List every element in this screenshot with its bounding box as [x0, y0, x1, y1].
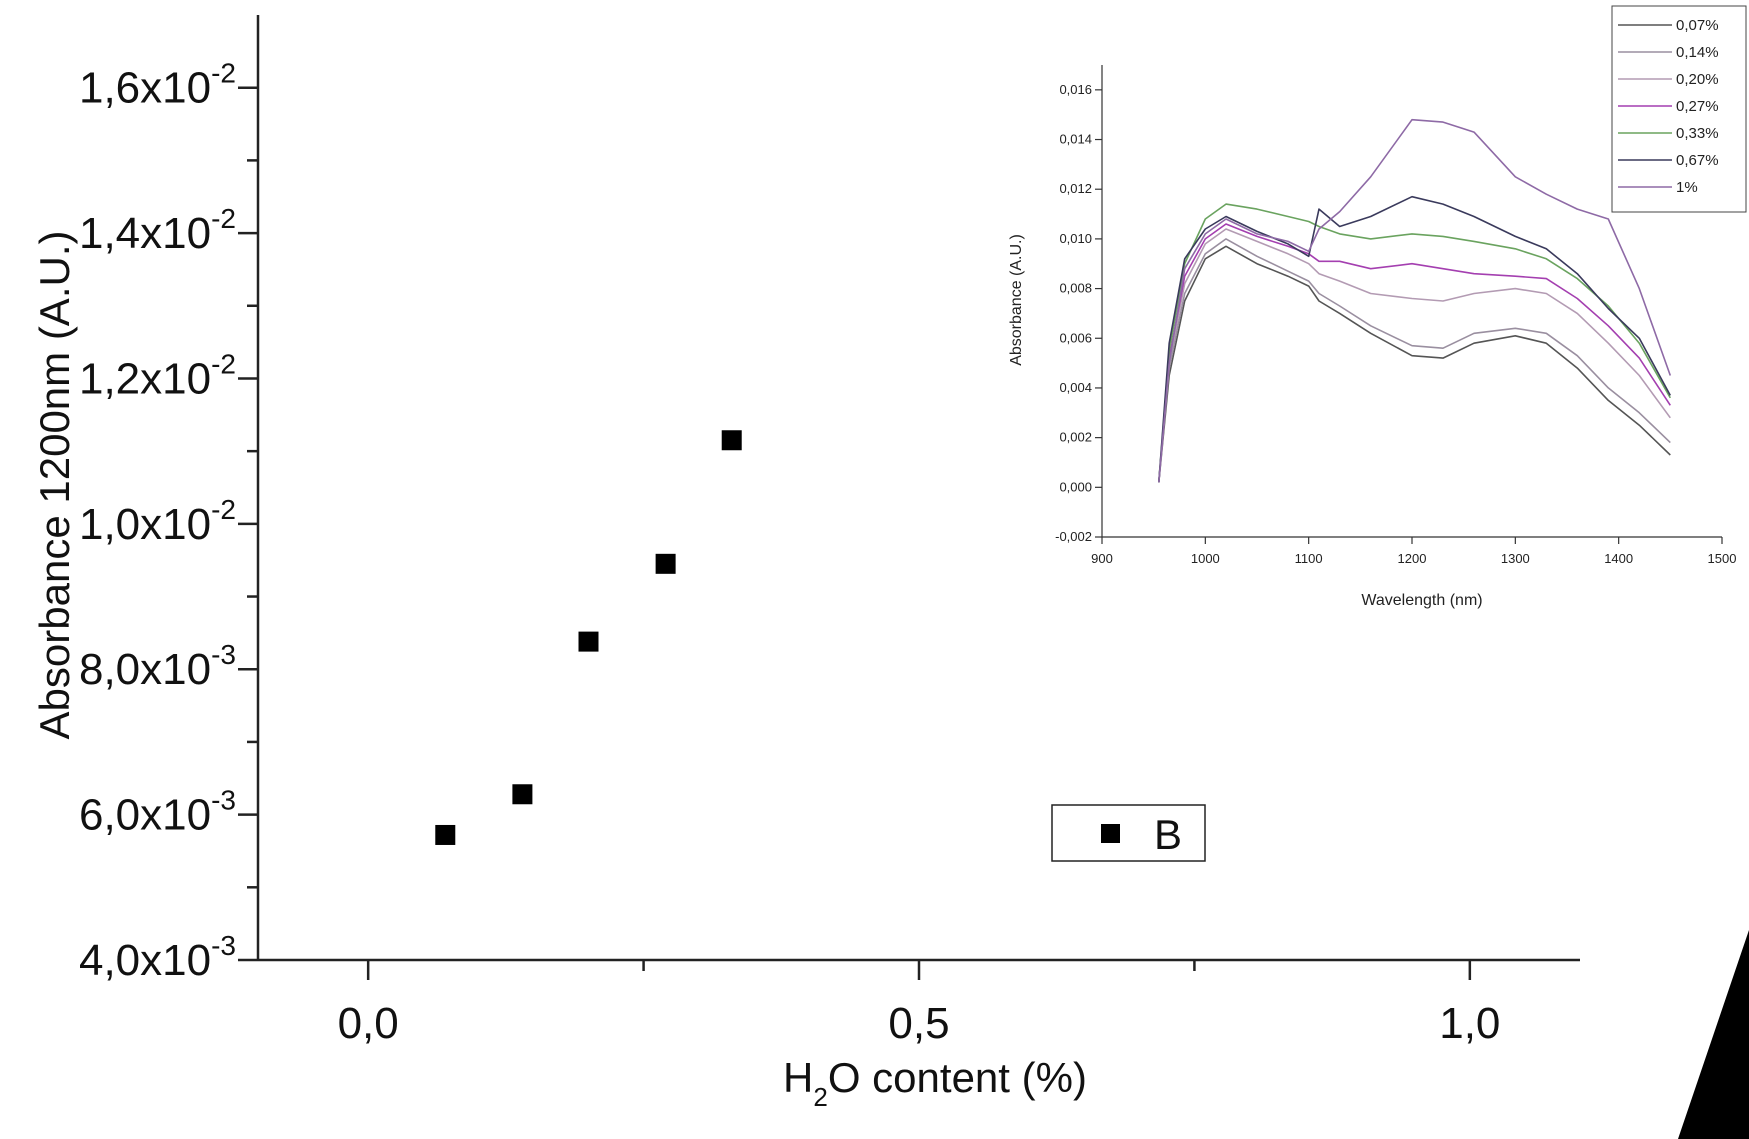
main-y-tick-mantissa: 1,2x10 [79, 354, 211, 403]
main-x-tick-label: 0,0 [338, 999, 399, 1048]
inset-x-tick-label: 1100 [1295, 551, 1323, 566]
inset-y-axis-title: Absorbance (A.U.) [1008, 234, 1025, 366]
inset-y-tick-label: 0,002 [1059, 430, 1092, 445]
inset-y-tick-label: -0,002 [1055, 529, 1092, 544]
main-y-tick-exponent: -2 [211, 494, 236, 525]
inset-x-tick-label: 1300 [1501, 551, 1530, 566]
inset-y-tick-label: 0,014 [1059, 132, 1092, 147]
main-data-points [435, 430, 742, 845]
main-y-tick-label: 1,0x10-2 [79, 494, 236, 549]
inset-y-tick-label: 0,016 [1059, 82, 1092, 97]
inset-legend-label: 0,67% [1676, 152, 1719, 169]
main-y-tick-exponent: -3 [211, 930, 236, 961]
main-y-tick-exponent: -2 [211, 348, 236, 379]
main-y-tick-label: 8,0x10-3 [79, 639, 236, 694]
inset-x-axis-title: Wavelength (nm) [1361, 592, 1482, 609]
main-y-ticks: 4,0x10-36,0x10-38,0x10-31,0x10-21,2x10-2… [79, 58, 258, 985]
inset-legend-label: 0,20% [1676, 71, 1719, 88]
main-legend-box [1051, 804, 1206, 862]
inset-spectra-chart: -0,002 0,000 0,002 0,004 0,006 0,008 0,010 0,01… [1008, 5, 1747, 609]
main-y-tick-exponent: -2 [211, 58, 236, 89]
main-legend-label: B [1154, 811, 1182, 858]
main-y-tick-mantissa: 1,0x10 [79, 500, 211, 549]
inset-x-ticks: 900 1000 1100 1200 1300 1400 1500 [1091, 537, 1736, 566]
inset-legend-label: 0,27% [1676, 98, 1719, 115]
data-point [435, 824, 456, 845]
main-x-axis-title: H2O content (%) [783, 1054, 1087, 1112]
inset-y-tick-label: 0,012 [1059, 181, 1092, 196]
main-scatter-chart: 4,0x10-36,0x10-38,0x10-31,0x10-21,2x10-2… [31, 15, 1580, 1112]
inset-x-tick-label: 900 [1091, 551, 1113, 566]
inset-legend-items: 0,07% 0,14% 0,20% 0,27% 0,33% 0,67% 1% [1618, 17, 1719, 196]
main-y-tick-exponent: -2 [211, 203, 236, 234]
inset-y-ticks: -0,002 0,000 0,002 0,004 0,006 0,008 0,010 0,01… [1055, 82, 1102, 544]
inset-y-tick-label: 0,004 [1059, 380, 1092, 395]
spectrum-line [1158, 228, 1671, 483]
main-y-tick-exponent: -3 [211, 639, 236, 670]
main-y-tick-label: 6,0x10-3 [79, 785, 236, 840]
inset-x-tick-label: 1400 [1604, 551, 1633, 566]
inset-x-tick-label: 1000 [1191, 551, 1220, 566]
spectrum-line [1158, 238, 1671, 483]
inset-legend-label: 0,33% [1676, 125, 1719, 142]
main-y-tick-label: 1,6x10-2 [79, 58, 236, 113]
main-y-axis-title: Absorbance 1200nm (A.U.) [31, 231, 78, 740]
inset-legend-label: 1% [1676, 179, 1698, 196]
main-axes [256, 15, 1580, 962]
main-y-tick-mantissa: 4,0x10 [79, 936, 211, 985]
main-y-tick-label: 4,0x10-3 [79, 930, 236, 985]
inset-y-tick-label: 0,000 [1059, 479, 1092, 494]
main-y-tick-label: 1,2x10-2 [79, 348, 236, 403]
inset-legend-label: 0,14% [1676, 44, 1719, 61]
main-x-axis-title-subscript: 2 [813, 1082, 827, 1112]
inset-x-tick-label: 1500 [1708, 551, 1737, 566]
inset-y-tick-label: 0,006 [1059, 330, 1092, 345]
main-y-tick-exponent: -3 [211, 785, 236, 816]
data-point [512, 784, 533, 805]
spectrum-line [1158, 203, 1671, 483]
main-y-tick-mantissa: 1,6x10 [79, 64, 211, 113]
inset-legend: 0,07% 0,14% 0,20% 0,27% 0,33% 0,67% 1% [1611, 5, 1747, 213]
main-x-tick-label: 0,5 [888, 999, 949, 1048]
main-y-tick-mantissa: 6,0x10 [79, 791, 211, 840]
main-x-tick-label: 1,0 [1439, 999, 1500, 1048]
inset-legend-label: 0,07% [1676, 17, 1719, 34]
main-y-tick-mantissa: 8,0x10 [79, 645, 211, 694]
main-y-tick-mantissa: 1,4x10 [79, 209, 211, 258]
spectrum-line [1158, 195, 1672, 483]
data-point [578, 631, 599, 652]
inset-series-lines [1158, 118, 1672, 483]
inset-legend-box [1611, 5, 1747, 213]
spectrum-line [1158, 118, 1672, 483]
inset-y-tick-label: 0,010 [1059, 231, 1092, 246]
inset-x-tick-label: 1200 [1398, 551, 1427, 566]
main-y-tick-label: 1,4x10-2 [79, 203, 236, 258]
main-x-ticks: 0,0 0,5 1,0 [338, 960, 1500, 1048]
data-point [721, 430, 742, 451]
main-x-axis-title-main: H [783, 1054, 813, 1101]
main-legend: B [1051, 804, 1206, 862]
corner-decoration [1678, 930, 1749, 1139]
data-point [655, 553, 676, 574]
inset-y-tick-label: 0,008 [1059, 281, 1092, 296]
main-legend-marker [1101, 824, 1120, 843]
spectrum-line [1158, 223, 1671, 483]
spectrum-line [1158, 245, 1671, 483]
main-x-axis-title-rest: O content (%) [828, 1054, 1087, 1101]
